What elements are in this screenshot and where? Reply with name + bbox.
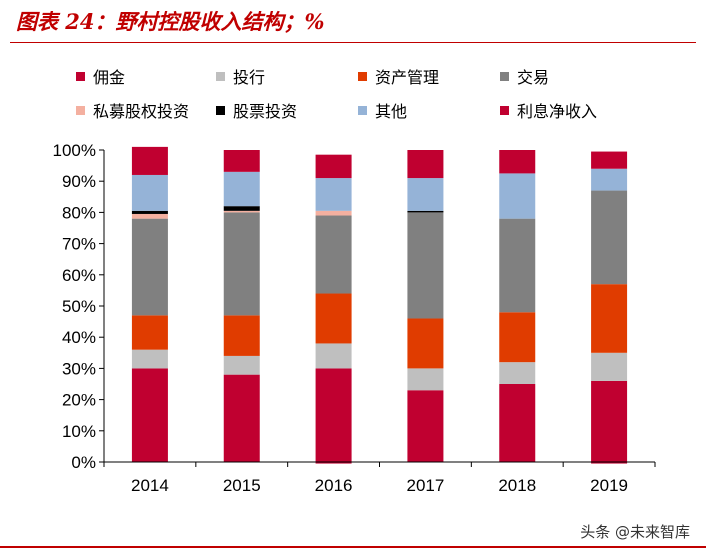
legend-label-asset-mgmt: 资产管理 bbox=[375, 68, 440, 87]
legend-item-ib: 投行 bbox=[216, 64, 265, 88]
bar-segment bbox=[223, 150, 260, 172]
y-tick-label: 10% bbox=[62, 422, 96, 441]
bar-segment bbox=[407, 390, 444, 462]
legend-label-other: 其他 bbox=[375, 102, 408, 121]
y-tick-label: 20% bbox=[62, 391, 96, 410]
bar-segment bbox=[407, 210, 444, 213]
bar-segment bbox=[131, 315, 168, 350]
bar-segment bbox=[591, 284, 628, 353]
x-tick-label: 2014 bbox=[131, 476, 169, 495]
y-tick-label: 60% bbox=[62, 266, 96, 285]
title-divider bbox=[10, 42, 696, 43]
legend-item-equity-inv: 股票投资 bbox=[216, 98, 297, 122]
x-tick-label: 2018 bbox=[498, 476, 536, 495]
bar-segment bbox=[131, 349, 168, 369]
bar-segment bbox=[591, 352, 628, 381]
legend-item-asset-mgmt: 资产管理 bbox=[358, 64, 439, 88]
bar-segment bbox=[407, 212, 444, 319]
legend-label-net-interest: 利息净收入 bbox=[517, 102, 598, 121]
legend-item-trading: 交易 bbox=[500, 64, 549, 88]
legend-swatch-trading bbox=[500, 71, 509, 81]
bar-segment-negative bbox=[591, 462, 628, 464]
x-tick-label: 2016 bbox=[315, 476, 353, 495]
bar-segment bbox=[131, 146, 168, 175]
chart-legend: 佣金 投行 资产管理 交易 私募股权投资 股票投资 其他 利息净收入 bbox=[76, 64, 636, 124]
legend-item-commission: 佣金 bbox=[76, 64, 125, 88]
bar-segment bbox=[131, 213, 168, 219]
legend-label-equity-inv: 股票投资 bbox=[233, 102, 298, 121]
y-tick-label: 40% bbox=[62, 328, 96, 347]
bar-segment bbox=[499, 362, 536, 384]
bar-segment bbox=[131, 218, 168, 316]
bar-segment bbox=[591, 151, 628, 169]
bar-segment bbox=[407, 178, 444, 211]
bar-segment bbox=[131, 174, 168, 211]
bar-segment bbox=[223, 171, 260, 207]
bar-segment bbox=[131, 368, 168, 462]
bar-segment bbox=[591, 190, 628, 285]
y-tick-label: 80% bbox=[62, 203, 96, 222]
watermark: 头条 @未来智库 bbox=[580, 523, 690, 541]
legend-item-other: 其他 bbox=[358, 98, 407, 122]
bar-segment bbox=[407, 318, 444, 369]
legend-label-commission: 佣金 bbox=[93, 68, 126, 87]
footer-divider bbox=[0, 546, 706, 548]
legend-label-pe: 私募股权投资 bbox=[93, 102, 190, 121]
legend-item-pe: 私募股权投资 bbox=[76, 98, 189, 122]
y-tick-label: 0% bbox=[71, 453, 96, 472]
bar-segment bbox=[315, 343, 352, 369]
bar-segment bbox=[223, 206, 260, 211]
bar-segment bbox=[315, 293, 352, 344]
legend-item-net-interest: 利息净收入 bbox=[500, 98, 597, 122]
legend-swatch-commission bbox=[76, 71, 85, 81]
bar-segment bbox=[315, 368, 352, 462]
bar-segment bbox=[591, 168, 628, 191]
legend-swatch-asset-mgmt bbox=[358, 71, 367, 81]
legend-swatch-equity-inv bbox=[216, 105, 225, 115]
legend-label-trading: 交易 bbox=[517, 68, 550, 87]
legend-swatch-ib bbox=[216, 71, 225, 81]
y-tick-label: 50% bbox=[62, 297, 96, 316]
bar-segment bbox=[223, 212, 260, 316]
bar-segment bbox=[407, 150, 444, 179]
y-tick-label: 90% bbox=[62, 172, 96, 191]
bar-segment bbox=[223, 374, 260, 462]
legend-label-ib: 投行 bbox=[233, 68, 266, 87]
x-tick-label: 2019 bbox=[590, 476, 628, 495]
legend-swatch-pe bbox=[76, 105, 85, 115]
chart-title: 图表 24：野村控股收入结构；% bbox=[16, 9, 325, 34]
bar-segment bbox=[223, 315, 260, 356]
bar-segment bbox=[315, 178, 352, 211]
y-tick-label: 70% bbox=[62, 235, 96, 254]
legend-swatch-net-interest bbox=[500, 105, 509, 115]
bar-segment bbox=[407, 368, 444, 391]
bar-segment bbox=[499, 312, 536, 363]
bar-segment bbox=[315, 215, 352, 294]
bar-segment bbox=[315, 210, 352, 216]
bar-segment bbox=[223, 355, 260, 375]
bar-segment-negative bbox=[315, 462, 352, 464]
bar-segment bbox=[499, 173, 536, 219]
bar-segment bbox=[131, 210, 168, 214]
bar-segment bbox=[499, 218, 536, 313]
bar-segment bbox=[499, 150, 536, 174]
bar-segment bbox=[315, 154, 352, 179]
bar-segment bbox=[591, 380, 628, 462]
x-tick-label: 2015 bbox=[223, 476, 261, 495]
y-tick-label: 30% bbox=[62, 359, 96, 378]
x-tick-label: 2017 bbox=[407, 476, 445, 495]
y-tick-label: 100% bbox=[53, 141, 96, 160]
bar-segment bbox=[223, 210, 260, 213]
legend-swatch-other bbox=[358, 105, 367, 115]
bar-segment bbox=[499, 384, 536, 462]
